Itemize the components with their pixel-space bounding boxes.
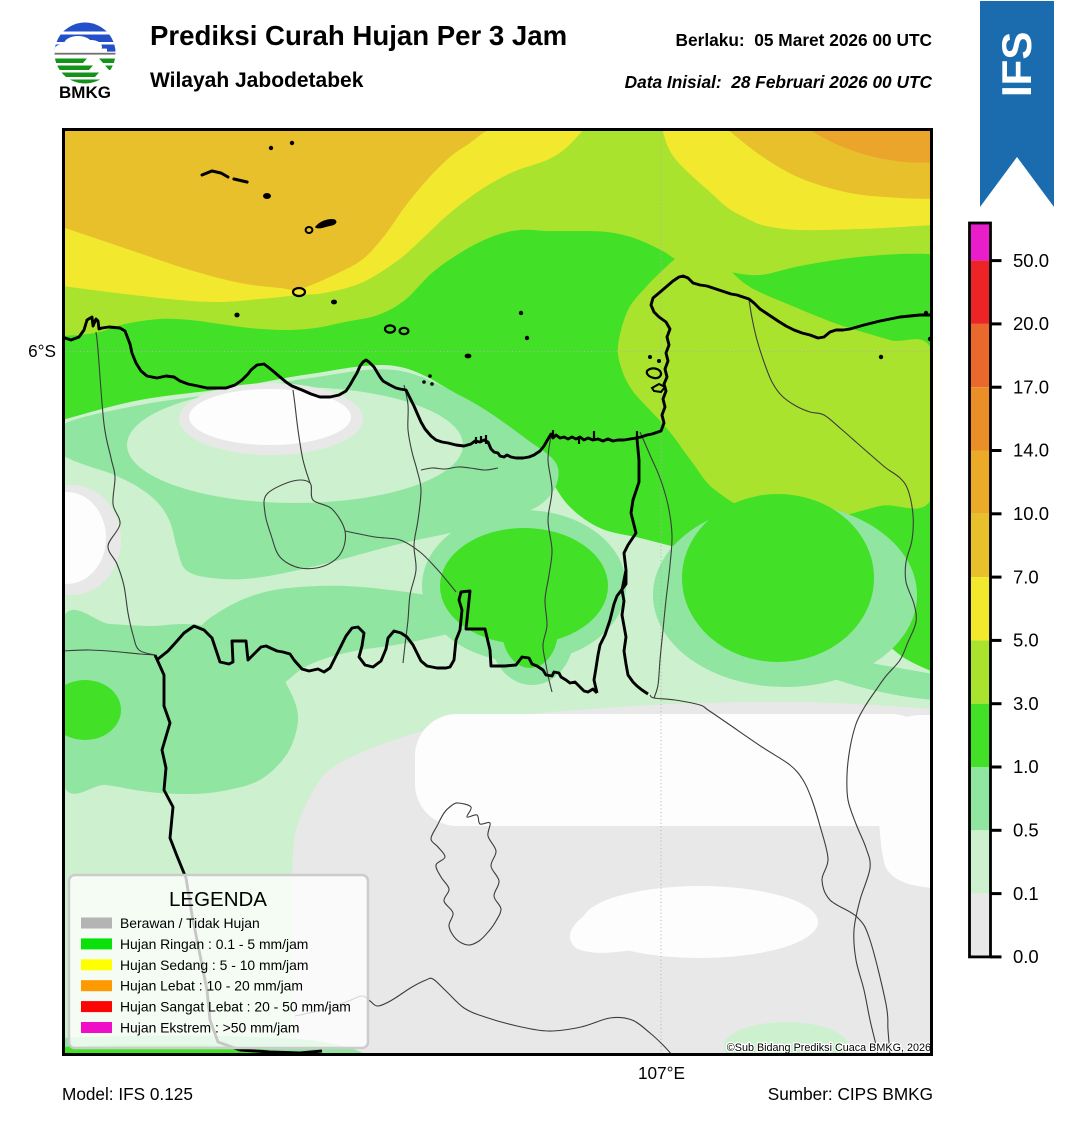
- svg-text:Hujan Lebat : 10 - 20 mm/jam: Hujan Lebat : 10 - 20 mm/jam: [120, 978, 303, 994]
- svg-text:0.5: 0.5: [1013, 820, 1039, 841]
- svg-text:Hujan Sangat Lebat : 20 - 50 m: Hujan Sangat Lebat : 20 - 50 mm/jam: [120, 999, 351, 1015]
- svg-text:10.0: 10.0: [1013, 503, 1049, 524]
- svg-text:BMKG: BMKG: [59, 83, 111, 102]
- svg-text:Wilayah Jabodetabek: Wilayah Jabodetabek: [150, 69, 364, 92]
- svg-text:50.0: 50.0: [1013, 250, 1049, 271]
- svg-text:Hujan Ringan : 0.1 - 5 mm/jam: Hujan Ringan : 0.1 - 5 mm/jam: [120, 936, 308, 952]
- svg-text:Hujan Sedang : 5 - 10 mm/jam: Hujan Sedang : 5 - 10 mm/jam: [120, 957, 308, 973]
- svg-text:20.0: 20.0: [1013, 313, 1049, 334]
- svg-text:5.0: 5.0: [1013, 630, 1039, 651]
- svg-text:IFS: IFS: [993, 32, 1040, 97]
- svg-text:14.0: 14.0: [1013, 440, 1049, 461]
- svg-text:©Sub Bidang Prediksi Cuaca BMK: ©Sub Bidang Prediksi Cuaca BMKG, 2026: [727, 1042, 931, 1054]
- svg-text:1.0: 1.0: [1013, 756, 1039, 777]
- svg-text:Model: IFS 0.125: Model: IFS 0.125: [62, 1084, 193, 1104]
- svg-text:Data Inisial: 28 Februari 202: Data Inisial: 28 Februari 2026 00 UTC: [625, 72, 933, 92]
- svg-text:Hujan Ekstrem : >50 mm/jam: Hujan Ekstrem : >50 mm/jam: [120, 1020, 299, 1036]
- svg-text:17.0: 17.0: [1013, 376, 1049, 397]
- svg-text:3.0: 3.0: [1013, 693, 1039, 714]
- svg-text:7.0: 7.0: [1013, 566, 1039, 587]
- svg-text:Prediksi Curah Hujan Per 3 Jam: Prediksi Curah Hujan Per 3 Jam: [150, 20, 567, 51]
- svg-text:107°E: 107°E: [638, 1063, 685, 1083]
- svg-text:Berlaku: 05 Maret 2026 00 UTC: Berlaku: 05 Maret 2026 00 UTC: [676, 30, 932, 50]
- svg-text:Sumber: CIPS BMKG: Sumber: CIPS BMKG: [768, 1084, 933, 1104]
- svg-text:LEGENDA: LEGENDA: [169, 888, 267, 911]
- svg-text:0.0: 0.0: [1013, 946, 1039, 967]
- svg-text:0.1: 0.1: [1013, 883, 1039, 904]
- svg-text:6°S: 6°S: [28, 341, 56, 361]
- svg-text:Berawan / Tidak Hujan: Berawan / Tidak Hujan: [120, 915, 260, 931]
